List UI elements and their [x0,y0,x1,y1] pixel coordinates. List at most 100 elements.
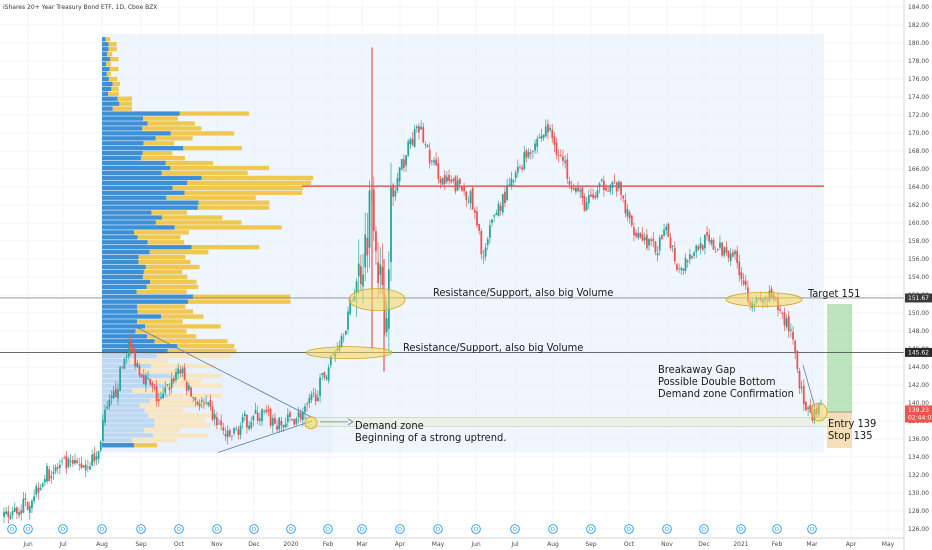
volume-profile-down-bar [154,339,228,344]
dividend-marker[interactable] [548,524,558,534]
volume-profile-down-bar [198,200,270,205]
month-label: Apr [395,541,406,548]
breakaway-arrow-line[interactable] [802,365,816,408]
dividend-marker-label: D [139,527,143,533]
candle-body [394,190,397,197]
candle-body [798,370,801,389]
dividend-marker[interactable] [136,524,146,534]
candle-body [54,467,57,472]
price-tick-label: 162.00 [908,202,929,209]
month-label: Feb [772,541,783,548]
candle-body [691,256,693,258]
dividend-marker[interactable] [97,524,107,534]
candle-body [411,138,414,146]
dividend-marker[interactable] [357,524,367,534]
volume-profile-up-bar [102,165,171,171]
dividend-marker[interactable] [662,524,672,534]
drawings[interactable] [134,288,828,453]
volume-profile-up-bar [102,433,154,438]
dividend-marker[interactable] [323,524,333,534]
highlight-ellipse-resistance-1[interactable] [348,288,406,311]
candle-body [170,378,173,388]
annotations[interactable]: Resistance/Support, also big Volume Resis… [355,286,876,444]
volume-profile-up-bar [102,116,144,121]
volume-profile-up-bar [102,66,110,72]
candle-body [319,377,321,397]
volume-profile-down-bar [143,269,183,275]
highlight-ellipse-entry[interactable] [810,402,828,422]
dividend-marker[interactable] [58,524,68,534]
volume-profile-up-bar [102,428,144,433]
highlight-ellipse-resistance-2[interactable] [305,346,393,360]
dividend-marker[interactable] [772,524,782,534]
candle-body [46,466,48,482]
volume-profile-down-bar [154,418,205,423]
dividend-marker[interactable] [699,524,709,534]
price-axis[interactable]: 126.00128.00130.00132.00134.00136.00138.… [903,0,932,550]
highlight-ellipse-demand-zone[interactable] [304,416,318,430]
dividend-marker[interactable] [624,524,634,534]
candle-body [504,191,506,204]
dividend-marker[interactable] [7,524,17,534]
volume-profile-up-bar [102,155,142,161]
candle-body [129,339,132,349]
price-tick-label: 150.00 [908,310,929,317]
dividend-marker[interactable] [736,524,746,534]
long-position-tool[interactable] [827,304,852,448]
dividend-marker[interactable] [586,524,596,534]
wedge-lower-line[interactable] [217,420,313,453]
price-tick-label: 160.00 [908,220,929,227]
dividend-marker[interactable] [807,524,817,534]
highlight-ellipse-double-bottom-top[interactable] [725,292,803,307]
candle-body [585,202,588,211]
candle-body [807,407,809,409]
dividend-marker[interactable] [433,524,443,534]
candle-body [667,223,670,238]
dividend-marker[interactable] [395,524,405,534]
target-zone[interactable] [827,304,852,412]
candle-body [428,149,431,164]
wedge-upper-line[interactable] [134,326,313,418]
volume-profile-down-bar [188,299,291,304]
candle-body [600,179,603,181]
candle-body [525,150,528,158]
dividend-marker-label: D [10,527,14,533]
dividend-marker[interactable] [23,524,33,534]
candle-body [366,237,369,256]
candle-body [645,234,648,249]
candle-body [583,196,586,211]
price-tick-label: 184.00 [908,4,929,11]
candle-body [562,156,564,161]
candle-body [114,388,117,398]
candle-body [514,172,517,179]
candle-body [149,378,152,385]
candle-body [132,347,134,352]
candle-body [682,268,685,271]
dividend-marker[interactable] [471,524,481,534]
dividend-marker[interactable] [286,524,296,534]
candle-body [301,411,304,420]
horizontal-lines[interactable] [0,185,904,427]
candle-body [385,318,388,332]
volume-profile-down-bar [148,413,215,418]
candle-body [704,235,706,249]
candle-body [443,175,446,184]
volume-profile-up-bar [102,141,144,146]
dividend-marker[interactable] [249,524,259,534]
candle-body [620,182,622,195]
volume-profile-down-bar [143,141,175,146]
volume-profile-down-bar [134,230,189,235]
candle-body [20,510,23,514]
dividend-marker[interactable] [174,524,184,534]
candle-body [392,184,395,197]
candle-body [372,189,375,231]
dividend-marker[interactable] [212,524,222,534]
time-axis[interactable]: Jun Jul Aug Sep Oct Nov Dec 2020 Feb Mar Apr May Jun… [0,537,904,548]
candle-body [84,464,87,471]
stop-zone[interactable] [827,412,852,448]
volume-profile-down-bar [183,146,243,151]
dividend-marker[interactable] [510,524,520,534]
candle-body [693,252,696,256]
